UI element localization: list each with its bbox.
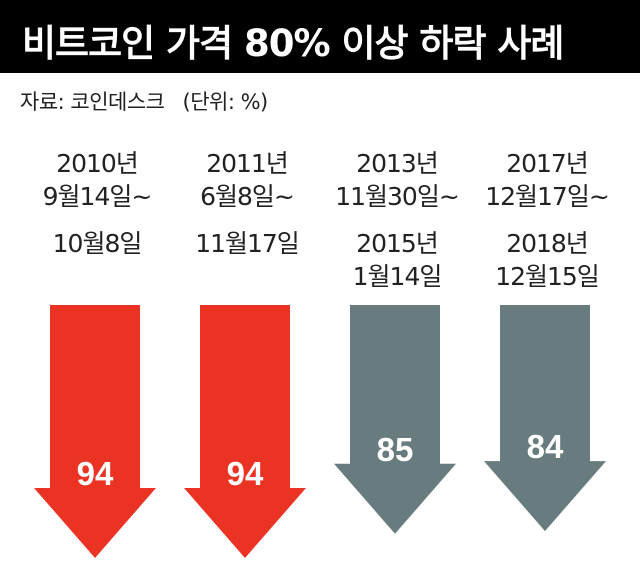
- source-line: 자료: 코인데스크 (단위: %): [20, 86, 268, 116]
- period-end-line: 12월15일: [495, 262, 600, 291]
- period-start-line: 2017년: [506, 149, 589, 178]
- drop-value-label: 94: [227, 455, 264, 492]
- chart-title: 비트코인 가격 80% 이상 하락 사례: [22, 22, 564, 65]
- drop-arrow-bar: [184, 305, 306, 558]
- drop-arrow-bar: [34, 305, 156, 558]
- period-label: 2011년 6월8일~ 11월17일: [172, 147, 322, 260]
- period-end-line: 1월14일: [352, 262, 443, 291]
- drop-arrow-bar: [334, 305, 456, 534]
- period-end-line: 10월8일: [52, 229, 143, 258]
- period-start-line: 9월14일~: [42, 182, 153, 211]
- title-bar: 비트코인 가격 80% 이상 하락 사례: [0, 0, 640, 73]
- period-start-line: 2010년: [56, 149, 139, 178]
- period-label: 2013년 11월30일~ 2015년 1월14일: [322, 147, 472, 293]
- period-start-line: 12월17일~: [485, 182, 610, 211]
- period-end-line: 2018년: [506, 229, 589, 258]
- unit-label: (단위: %): [182, 90, 269, 114]
- drop-value-label: 84: [527, 428, 564, 465]
- period-start-line: 11월30일~: [335, 182, 460, 211]
- drop-arrow-bar: [484, 305, 606, 532]
- source-label: 자료: 코인데스크: [20, 90, 165, 114]
- period-label: 2017년 12월17일~ 2018년 12월15일: [472, 147, 622, 293]
- period-start-line: 2013년: [356, 149, 439, 178]
- drop-value-label: 94: [77, 455, 114, 492]
- period-end-line: 11월17일: [195, 229, 300, 258]
- period-label: 2010년 9월14일~ 10월8일: [22, 147, 172, 260]
- period-start-line: 6월8일~: [200, 182, 295, 211]
- period-end-line: 2015년: [356, 229, 439, 258]
- drop-value-label: 85: [377, 431, 414, 468]
- period-start-line: 2011년: [206, 149, 289, 178]
